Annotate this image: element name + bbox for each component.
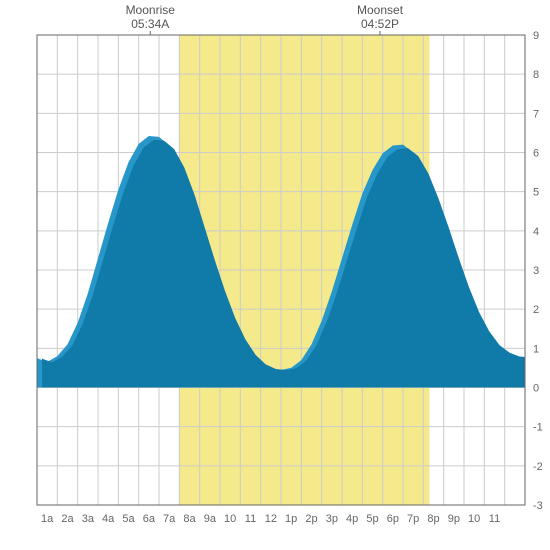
y-tick-label: 9 xyxy=(533,30,539,42)
y-tick-label: 0 xyxy=(533,383,539,395)
x-tick-label: 2a xyxy=(61,513,74,525)
x-tick-label: 4a xyxy=(102,513,115,525)
y-tick-label: 1 xyxy=(533,343,539,355)
y-tick-label: 8 xyxy=(533,69,539,81)
x-tick-label: 6a xyxy=(143,513,156,525)
y-tick-label: 2 xyxy=(533,304,539,316)
x-tick-label: 8a xyxy=(183,513,196,525)
tide-chart: -3-2-101234567891a2a3a4a5a6a7a8a9a101112… xyxy=(0,0,550,550)
x-tick-label: 9p xyxy=(448,513,460,525)
x-tick-label: 3p xyxy=(326,513,338,525)
x-tick-label: 1p xyxy=(285,513,297,525)
x-tick-label: 12 xyxy=(265,513,277,525)
x-tick-label: 7a xyxy=(163,513,176,525)
x-tick-label: 7p xyxy=(407,513,419,525)
x-tick-label: 11 xyxy=(245,513,256,525)
x-tick-label: 3a xyxy=(82,513,95,525)
y-tick-label: 7 xyxy=(533,108,539,120)
x-tick-label: 11 xyxy=(489,513,500,525)
x-tick-label: 1a xyxy=(41,513,54,525)
y-tick-label: 6 xyxy=(533,148,539,160)
moonset-time: 04:52P xyxy=(361,17,399,31)
y-tick-label: -3 xyxy=(533,500,543,512)
x-tick-label: 5a xyxy=(122,513,135,525)
moonrise-time: 05:34A xyxy=(131,17,169,31)
chart-svg: -3-2-101234567891a2a3a4a5a6a7a8a9a101112… xyxy=(0,0,550,550)
y-tick-label: -2 xyxy=(533,461,543,473)
x-tick-label: 9a xyxy=(204,513,217,525)
y-tick-label: 3 xyxy=(533,265,539,277)
x-tick-label: 2p xyxy=(305,513,317,525)
x-tick-label: 5p xyxy=(366,513,378,525)
x-tick-label: 10 xyxy=(468,513,480,525)
x-tick-label: 4p xyxy=(346,513,358,525)
moonrise-title: Moonrise xyxy=(126,3,176,17)
y-tick-label: 4 xyxy=(533,226,539,238)
x-tick-label: 6p xyxy=(387,513,399,525)
x-tick-label: 10 xyxy=(224,513,236,525)
y-tick-label: -1 xyxy=(533,422,543,434)
x-tick-label: 8p xyxy=(427,513,439,525)
y-tick-label: 5 xyxy=(533,187,539,199)
moonset-title: Moonset xyxy=(357,3,404,17)
